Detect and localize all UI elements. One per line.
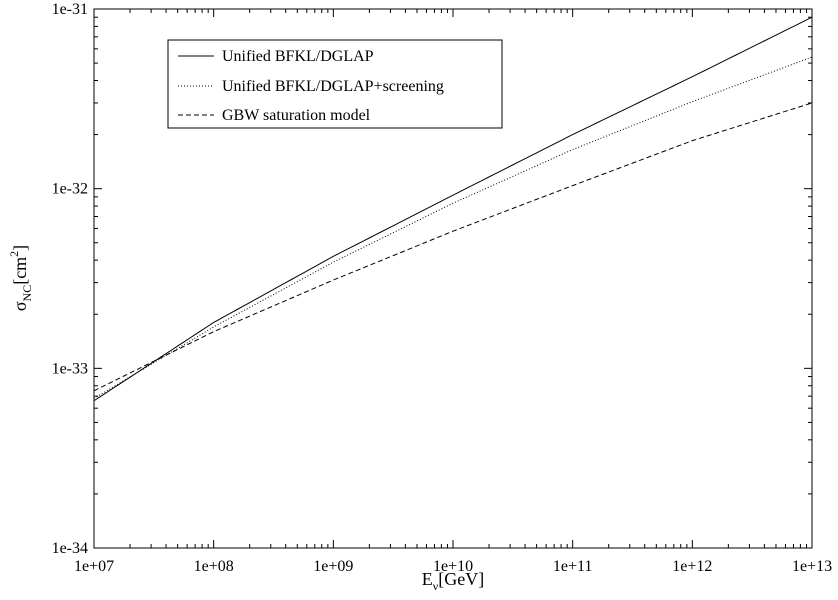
series-lines <box>93 16 813 402</box>
series-line-screening <box>93 56 813 399</box>
y-axis-label-main: σ <box>10 301 30 311</box>
x-tick-label: 1e+07 <box>74 558 114 575</box>
legend-label-gbw: GBW saturation model <box>222 107 371 124</box>
legend-label-unified: Unified BFKL/DGLAP <box>222 48 374 65</box>
y-axis-label-unit-close: ] <box>10 245 30 251</box>
x-tick-label: 1e+09 <box>313 558 353 575</box>
legend-box <box>167 39 503 129</box>
x-tick-label: 1e+13 <box>792 558 832 575</box>
x-axis-label-sub: ν <box>433 579 439 593</box>
x-tick-label: 1e+12 <box>672 558 712 575</box>
x-tick-label: 1e+08 <box>194 558 234 575</box>
y-axis-label-unit-open: [cm <box>10 257 30 285</box>
y-axis-label: σNC[cm2] <box>7 245 34 311</box>
series-line-gbw <box>93 102 813 392</box>
x-axis-label: Eν[GeV] <box>422 569 484 593</box>
y-tick-label: 1e-32 <box>52 181 88 198</box>
x-tick-label: 1e+10 <box>433 558 473 575</box>
y-axis-label-sup: 2 <box>7 251 21 257</box>
x-axis-label-unit: [GeV] <box>438 569 484 589</box>
y-tick-label: 1e-33 <box>52 360 88 377</box>
x-tick-label: 1e+11 <box>553 558 593 575</box>
series-line-unified <box>93 16 813 402</box>
y-tick-label: 1e-34 <box>52 540 88 557</box>
ticks: 1e+07 1e+08 1e+09 1e+10 1e+11 1e+12 1e+13 1e-34… <box>52 1 833 575</box>
x-axis-label-main: E <box>422 569 433 589</box>
y-tick-label: 1e-31 <box>52 1 88 18</box>
y-axis-label-sub: NC <box>20 285 34 302</box>
legend: Unified BFKL/DGLAP Unified BFKL/DGLAP+sc… <box>167 39 503 129</box>
legend-label-screening: Unified BFKL/DGLAP+screening <box>222 78 444 95</box>
